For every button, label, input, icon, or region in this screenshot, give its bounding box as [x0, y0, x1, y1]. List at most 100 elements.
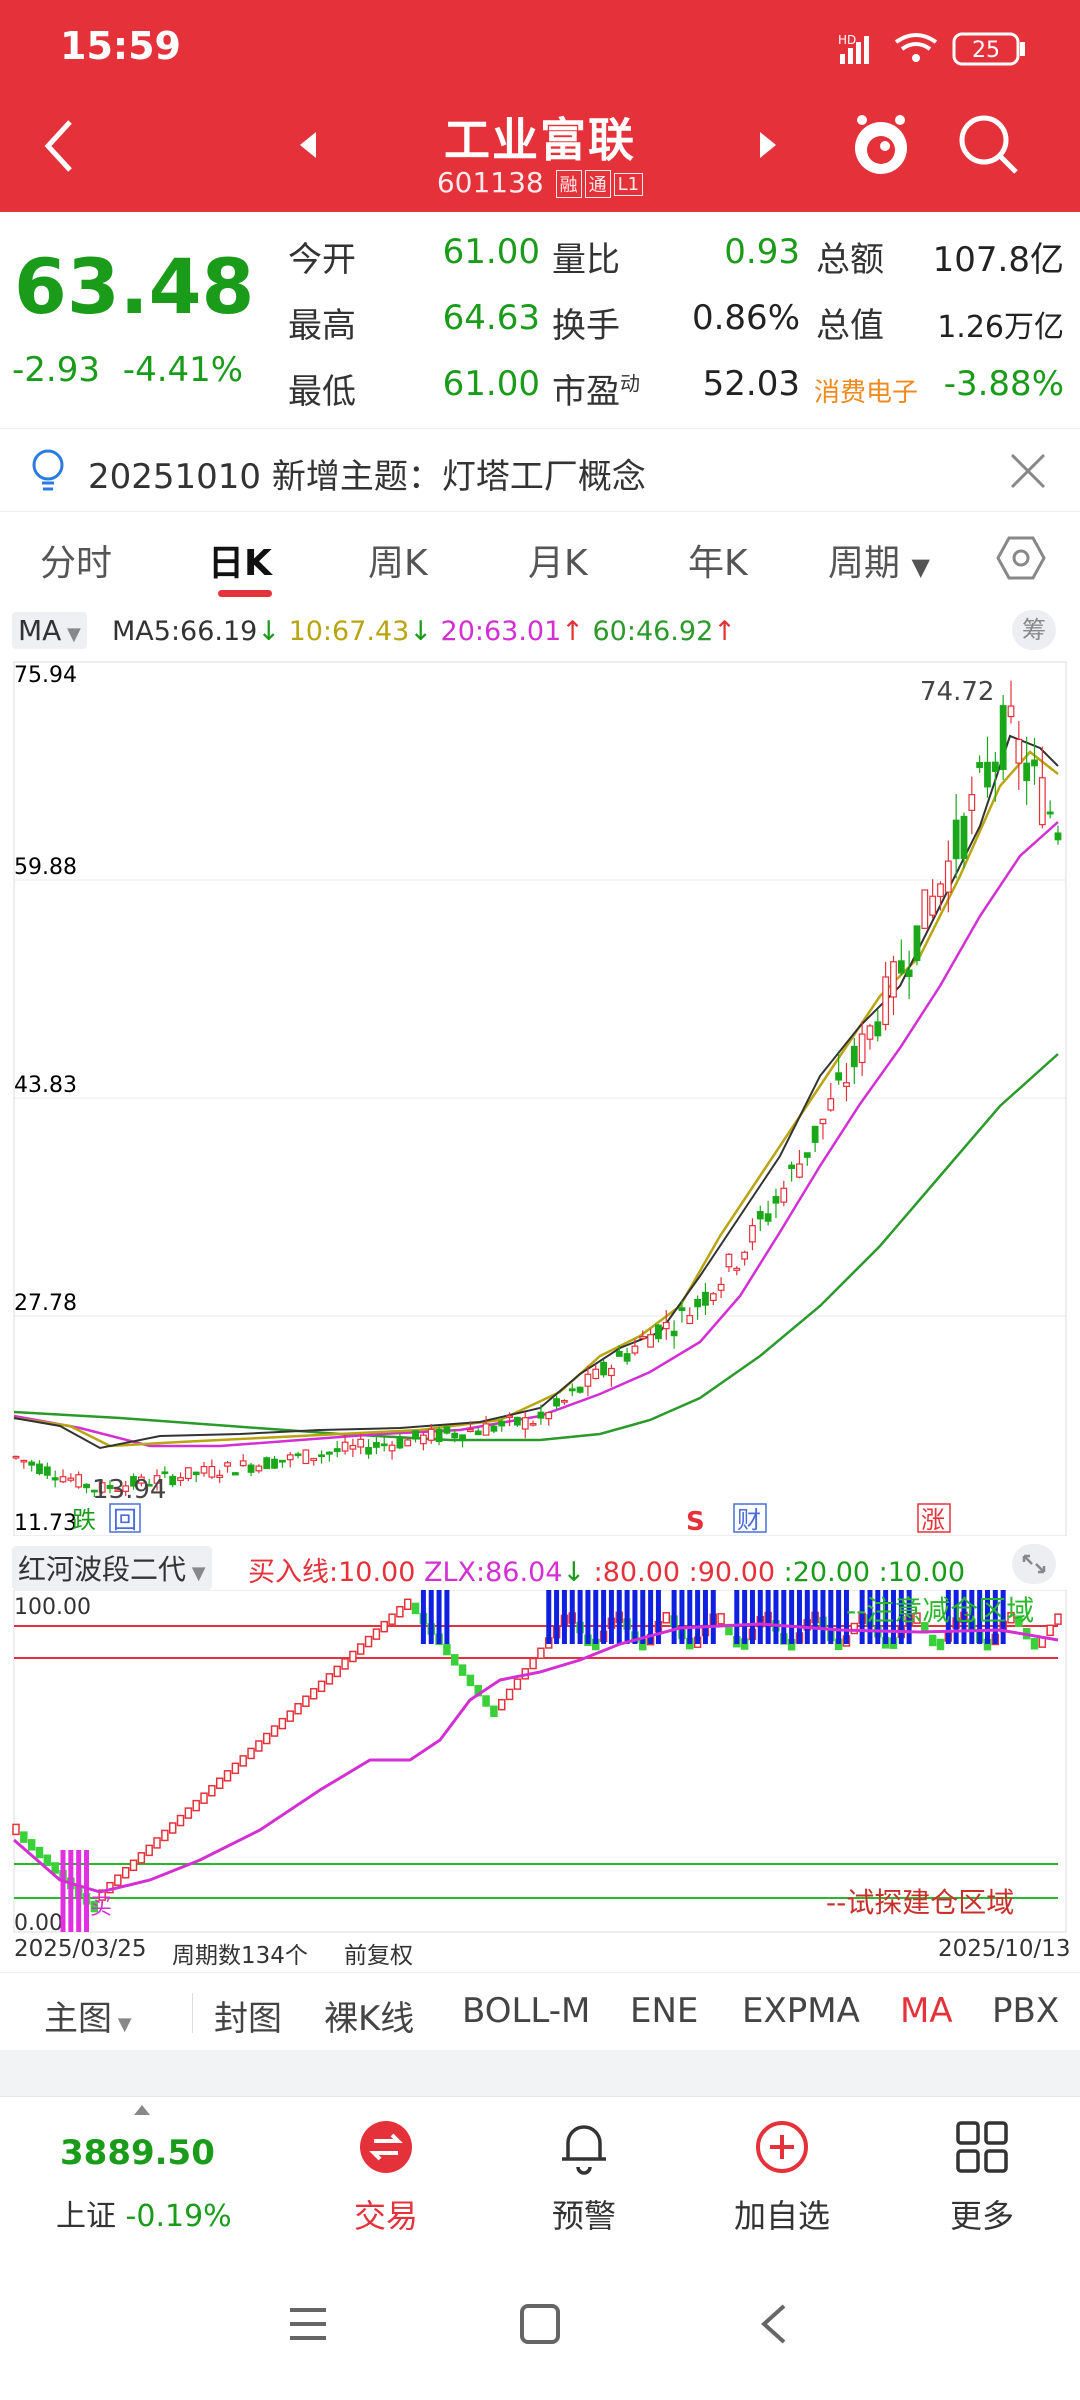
- sub-bar: [223, 1770, 232, 1782]
- buy-line-value: 买入线:10.00: [248, 1557, 416, 1588]
- sub-bar: [403, 1598, 412, 1611]
- back-icon[interactable]: [40, 116, 80, 176]
- add-watchlist-icon[interactable]: [754, 2119, 810, 2175]
- marker-s: S: [686, 1507, 705, 1536]
- candle: [43, 1466, 51, 1476]
- indicator-pbx[interactable]: PBX: [992, 1991, 1060, 2031]
- candle: [67, 1477, 75, 1481]
- ma-selector[interactable]: MA ▼: [12, 612, 87, 649]
- tab-period[interactable]: 周期 ▼: [828, 543, 930, 584]
- indicator-naked-k[interactable]: 裸K线: [324, 1999, 415, 2039]
- candle: [921, 889, 929, 929]
- marker-cai: 财: [737, 1506, 761, 1534]
- buy-zone-bar: [68, 1850, 74, 1932]
- sell-zone-bar: [890, 1590, 896, 1644]
- candle: [850, 1045, 858, 1068]
- buy-zone-bar: [84, 1850, 90, 1932]
- home-icon[interactable]: [518, 2302, 562, 2346]
- adjust-mode[interactable]: 前复权: [344, 1943, 413, 1969]
- sub-bar: [850, 1622, 859, 1635]
- sub-bar: [349, 1650, 357, 1663]
- nav-more[interactable]: 更多: [949, 2197, 1014, 2235]
- sub-axis-bottom: 0.00: [14, 1911, 63, 1934]
- prev-stock-icon[interactable]: [296, 130, 320, 160]
- sell-zone-bar: [796, 1590, 802, 1644]
- indicator-ene[interactable]: ENE: [630, 1991, 699, 2031]
- ma20-line: [13, 821, 1059, 1448]
- indicator-ma[interactable]: MA: [900, 1991, 953, 2031]
- candle: [498, 1420, 506, 1427]
- candle: [545, 1411, 553, 1420]
- nav-trade[interactable]: 交易: [353, 2197, 418, 2235]
- settings-hex-icon[interactable]: [996, 534, 1046, 582]
- low-label: 最低: [288, 372, 356, 412]
- candle: [192, 1471, 200, 1476]
- sub-bar: [247, 1747, 255, 1760]
- candle: [137, 1476, 145, 1484]
- sector-link[interactable]: 消费电子: [814, 378, 919, 408]
- chip-distribution-button[interactable]: 筹: [1012, 610, 1056, 650]
- menu-icon[interactable]: [286, 2304, 330, 2344]
- tab-monthly-k[interactable]: 月K: [528, 543, 588, 584]
- index-row[interactable]: 上证 -0.19%: [56, 2191, 232, 2235]
- tab-intraday[interactable]: 分时: [40, 543, 113, 584]
- sub-indicator-chart[interactable]: 100.00 0.00 --注意减仓区域 --试探建仓区域 买: [0, 1590, 1080, 1934]
- status-time: 15:59: [60, 24, 181, 68]
- indicator-expma[interactable]: EXPMA: [742, 1991, 860, 2031]
- index-value[interactable]: 3889.50: [60, 2133, 215, 2173]
- indicator-selector[interactable]: 红河波段二代 ▼: [12, 1546, 212, 1590]
- turnover-amount-label: 总额: [816, 240, 884, 280]
- tab-weekly-k[interactable]: 周K: [368, 543, 428, 584]
- candle: [521, 1417, 529, 1430]
- nav-add-watchlist[interactable]: 加自选: [733, 2197, 830, 2235]
- theme-notice-bar[interactable]: 20251010 新增主题：灯塔工厂概念: [0, 428, 1080, 512]
- candle: [404, 1439, 412, 1447]
- trade-icon[interactable]: [358, 2119, 414, 2175]
- candle: [1054, 832, 1062, 841]
- sub-bar: [482, 1695, 490, 1707]
- sub-bar: [505, 1688, 514, 1701]
- chevron-down-icon: ▼: [911, 553, 930, 581]
- volume-ratio-label: 量比: [552, 240, 620, 280]
- candle: [318, 1454, 325, 1458]
- date-end: 2025/10/13: [938, 1936, 1071, 1962]
- candle: [780, 1187, 788, 1203]
- sub-bar: [35, 1846, 44, 1859]
- candle: [999, 705, 1007, 770]
- system-back-icon[interactable]: [756, 2302, 792, 2346]
- more-grid-icon[interactable]: [954, 2119, 1010, 2175]
- robot-assistant-icon[interactable]: [850, 110, 912, 180]
- close-icon[interactable]: [1008, 451, 1048, 491]
- market-cap-label: 总值: [816, 306, 884, 346]
- sell-zone-bar: [640, 1590, 646, 1644]
- sell-zone-bar: [977, 1590, 983, 1644]
- candle: [796, 1163, 803, 1178]
- indicator-boll-m[interactable]: BOLL-M: [462, 1991, 591, 2031]
- sell-zone-bar: [859, 1590, 865, 1644]
- candle: [130, 1476, 137, 1487]
- sub-bar: [356, 1643, 365, 1655]
- main-chart-selector[interactable]: 主图 ▼: [44, 1999, 132, 2039]
- candle: [1031, 759, 1038, 767]
- search-icon[interactable]: [956, 112, 1022, 178]
- turnover-rate-label: 换手: [552, 306, 620, 346]
- indicator-fengtu[interactable]: 封图: [214, 1999, 282, 2039]
- candle: [537, 1411, 545, 1419]
- sell-zone-bar: [898, 1590, 904, 1644]
- sub-bar: [161, 1829, 169, 1842]
- bell-icon[interactable]: [556, 2117, 612, 2177]
- sub-bar: [129, 1859, 138, 1872]
- next-stock-icon[interactable]: [756, 130, 780, 160]
- expand-icon[interactable]: [1012, 1544, 1056, 1584]
- sub-bar: [208, 1784, 216, 1797]
- tab-yearly-k[interactable]: 年K: [688, 543, 748, 584]
- candle: [749, 1225, 756, 1243]
- low-value: 61.00: [442, 364, 540, 404]
- tab-daily-k[interactable]: 日K: [208, 543, 272, 584]
- sell-zone-bar: [436, 1590, 442, 1644]
- sub-bar: [286, 1710, 294, 1722]
- nav-alert[interactable]: 预警: [551, 2197, 616, 2235]
- sell-zone-bar: [804, 1590, 810, 1644]
- marker-zhang: 涨: [921, 1506, 945, 1534]
- kline-chart[interactable]: 75.94 59.88 43.83 27.78 11.73 74.72 13.9…: [0, 656, 1080, 1536]
